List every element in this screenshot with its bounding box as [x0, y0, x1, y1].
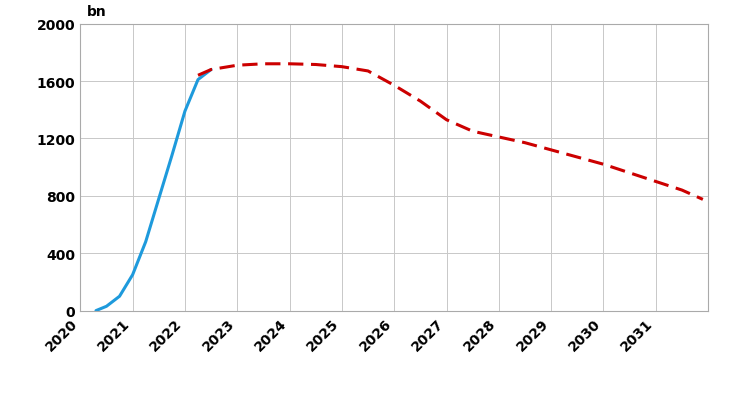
SMA Median Estimate (June 2022) [193, 74, 202, 79]
SMA Median Estimate (June 2022) [259, 62, 268, 67]
SMA Median Estimate (June 2022) [207, 68, 215, 73]
PEPP amount [180, 110, 189, 115]
SMA Median Estimate (June 2022) [312, 63, 320, 68]
SMA Median Estimate (June 2022) [233, 64, 242, 69]
SMA Median Estimate (June 2022) [599, 162, 608, 167]
PEPP amount [102, 304, 111, 309]
SMA Median Estimate (June 2022) [547, 148, 556, 153]
SMA Median Estimate (June 2022) [677, 188, 686, 193]
Line: PEPP amount: PEPP amount [96, 70, 211, 311]
SMA Median Estimate (June 2022) [364, 70, 372, 74]
SMA Median Estimate (June 2022) [416, 99, 425, 104]
PEPP amount [128, 272, 137, 277]
PEPP amount [115, 294, 124, 299]
SMA Median Estimate (June 2022) [285, 62, 294, 67]
SMA Median Estimate (June 2022) [469, 130, 477, 135]
SMA Median Estimate (June 2022) [651, 180, 660, 184]
SMA Median Estimate (June 2022) [337, 65, 346, 70]
Line: SMA Median Estimate (June 2022): SMA Median Estimate (June 2022) [198, 65, 703, 200]
SMA Median Estimate (June 2022) [625, 171, 634, 176]
PEPP amount [142, 240, 150, 245]
SMA Median Estimate (June 2022) [442, 118, 451, 123]
SMA Median Estimate (June 2022) [494, 135, 503, 140]
SMA Median Estimate (June 2022) [699, 198, 707, 202]
Text: EUR
bn: EUR bn [87, 0, 118, 19]
PEPP amount [207, 68, 215, 73]
PEPP amount [155, 197, 164, 202]
PEPP amount [167, 154, 176, 159]
SMA Median Estimate (June 2022) [573, 155, 582, 160]
PEPP amount [91, 308, 100, 313]
PEPP amount [193, 78, 202, 83]
SMA Median Estimate (June 2022) [520, 141, 529, 146]
SMA Median Estimate (June 2022) [390, 84, 399, 89]
